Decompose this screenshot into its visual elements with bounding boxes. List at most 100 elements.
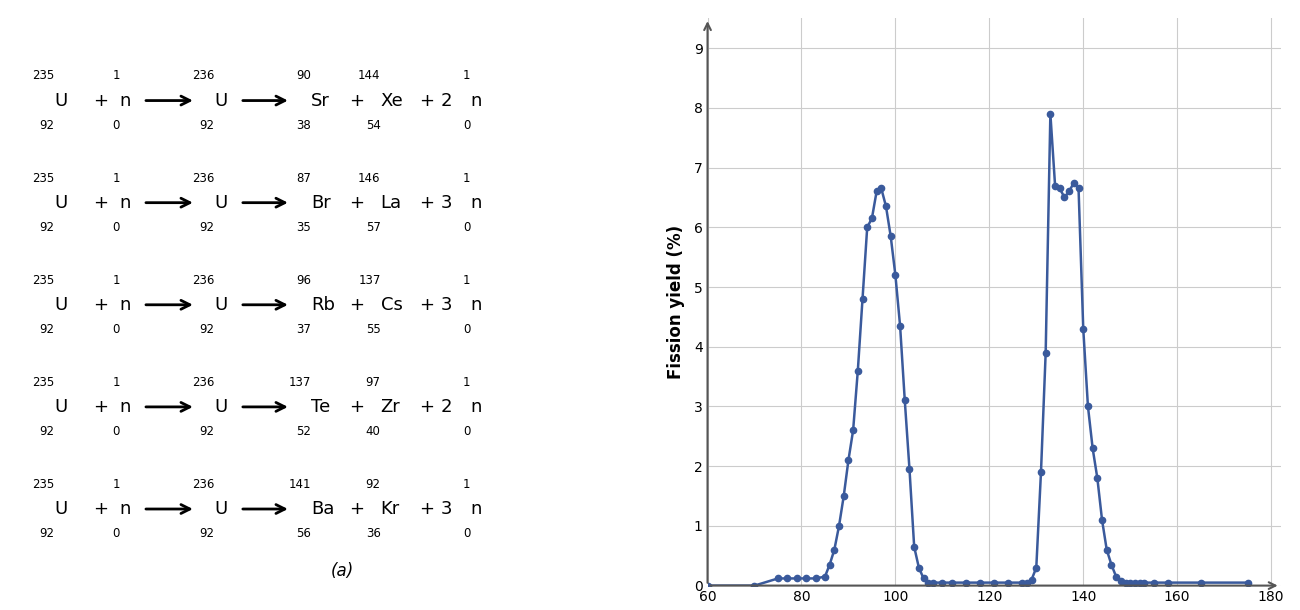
Text: n: n [471,193,482,212]
Text: +: + [419,92,434,110]
Text: U: U [55,398,68,416]
Text: 236: 236 [192,478,214,491]
Text: 56: 56 [296,527,311,540]
Text: 35: 35 [296,221,311,234]
Text: U: U [214,193,227,212]
Text: 92: 92 [39,119,55,132]
Text: 1: 1 [112,274,120,287]
Text: 235: 235 [32,70,55,82]
Text: 92: 92 [365,478,381,491]
Text: +: + [350,92,364,110]
Text: Rb: Rb [311,296,335,314]
Text: 0: 0 [463,119,471,132]
Text: 236: 236 [192,171,214,184]
Text: 1: 1 [112,478,120,491]
Text: 96: 96 [296,274,311,287]
Y-axis label: Fission yield (%): Fission yield (%) [667,225,685,379]
Text: 92: 92 [39,527,55,540]
Text: Xe: Xe [381,92,403,110]
Text: 235: 235 [32,171,55,184]
Text: 1: 1 [463,70,471,82]
Text: 235: 235 [32,478,55,491]
Text: +: + [419,193,434,212]
Text: 0: 0 [112,221,120,234]
Text: 54: 54 [365,119,381,132]
Text: n: n [471,398,482,416]
Text: U: U [55,500,68,518]
Text: +: + [350,193,364,212]
Text: U: U [55,92,68,110]
Text: n: n [471,92,482,110]
Text: 1: 1 [112,376,120,389]
Text: +: + [94,500,108,518]
Text: 3: 3 [441,500,452,518]
Text: +: + [350,296,364,314]
Text: 92: 92 [39,425,55,438]
Text: +: + [350,398,364,416]
Text: 0: 0 [463,221,471,234]
Text: U: U [214,398,227,416]
Text: n: n [471,296,482,314]
Text: n: n [120,500,131,518]
Text: 0: 0 [112,323,120,336]
Text: Ba: Ba [311,500,334,518]
Text: 55: 55 [365,323,381,336]
Text: +: + [350,500,364,518]
Text: 0: 0 [463,425,471,438]
Text: 141: 141 [289,478,311,491]
Text: +: + [94,92,108,110]
Text: Te: Te [311,398,330,416]
Text: +: + [419,500,434,518]
Text: 235: 235 [32,274,55,287]
Text: 36: 36 [365,527,381,540]
Text: 97: 97 [365,376,381,389]
Text: 92: 92 [200,221,214,234]
Text: 38: 38 [296,119,311,132]
Text: 92: 92 [39,323,55,336]
Text: 236: 236 [192,70,214,82]
Text: U: U [214,296,227,314]
Text: 1: 1 [463,478,471,491]
Text: 1: 1 [112,171,120,184]
Text: Kr: Kr [381,500,400,518]
Text: (a): (a) [332,562,355,580]
Text: +: + [94,193,108,212]
Text: 37: 37 [296,323,311,336]
Text: U: U [214,500,227,518]
Text: 52: 52 [296,425,311,438]
Text: 3: 3 [441,193,452,212]
Text: 1: 1 [112,70,120,82]
Text: U: U [55,193,68,212]
Text: Zr: Zr [381,398,400,416]
Text: n: n [120,296,131,314]
Text: n: n [120,193,131,212]
Text: Br: Br [311,193,330,212]
Text: 137: 137 [289,376,311,389]
Text: 0: 0 [112,527,120,540]
Text: +: + [94,296,108,314]
Text: +: + [94,398,108,416]
Text: 1: 1 [463,274,471,287]
Text: 2: 2 [441,92,452,110]
Text: 87: 87 [296,171,311,184]
Text: Cs: Cs [381,296,403,314]
Text: 137: 137 [359,274,381,287]
Text: n: n [120,92,131,110]
Text: 92: 92 [200,425,214,438]
Text: 235: 235 [32,376,55,389]
Text: 3: 3 [441,296,452,314]
Text: 92: 92 [39,221,55,234]
Text: 57: 57 [365,221,381,234]
Text: Sr: Sr [311,92,330,110]
Text: U: U [214,92,227,110]
Text: 0: 0 [112,119,120,132]
Text: 146: 146 [358,171,381,184]
Text: 1: 1 [463,171,471,184]
Text: 144: 144 [358,70,381,82]
Text: 92: 92 [200,119,214,132]
Text: +: + [419,398,434,416]
Text: 40: 40 [365,425,381,438]
Text: 0: 0 [463,323,471,336]
Text: U: U [55,296,68,314]
Text: 92: 92 [200,323,214,336]
